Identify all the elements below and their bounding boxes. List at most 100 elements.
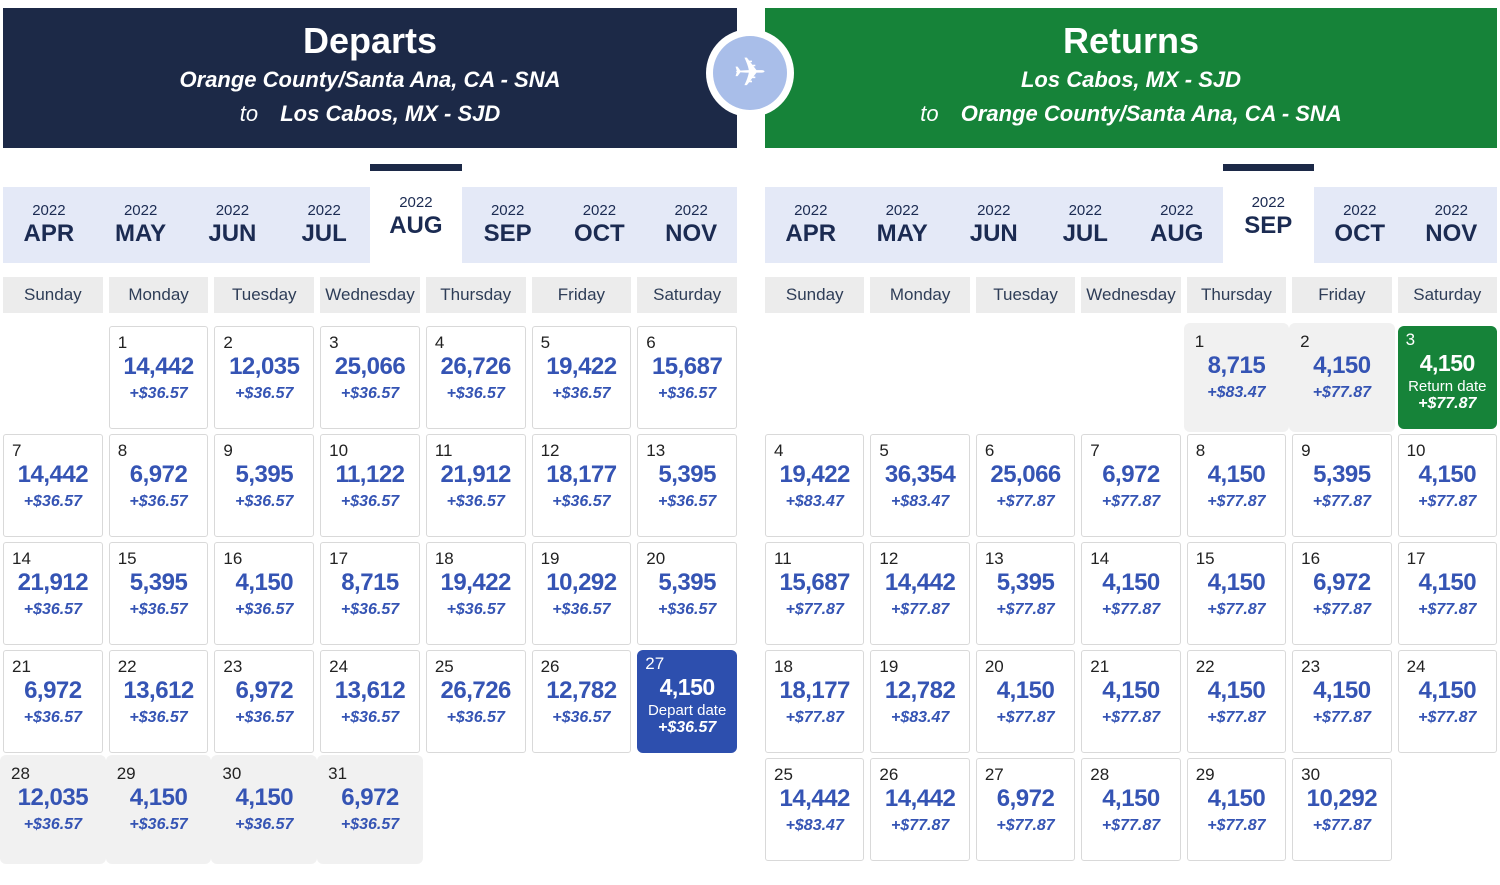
return-selected-cell[interactable]: 3 4,150 Return date +$77.87 — [1397, 326, 1497, 429]
day-cell-sep-11[interactable]: 11 15,687 +$77.87 — [765, 542, 865, 645]
day-cell-sep-15[interactable]: 15 4,150 +$77.87 — [1186, 542, 1287, 645]
day-cell-aug-22[interactable]: 22 13,612 +$36.57 — [108, 650, 209, 753]
day-cell-sep-8[interactable]: 8 4,150 +$77.87 — [1186, 434, 1287, 537]
day-cell-sep-27[interactable]: 27 6,972 +$77.87 — [975, 758, 1076, 861]
points-value: 4,150 — [235, 569, 294, 597]
day-cell-aug-18[interactable]: 18 19,422 +$36.57 — [425, 542, 526, 645]
day-number: 17 — [329, 549, 349, 568]
day-cell-aug-4[interactable]: 4 26,726 +$36.57 — [425, 326, 526, 429]
day-cell-aug-25[interactable]: 25 26,726 +$36.57 — [425, 650, 526, 753]
day-number: 18 — [774, 657, 793, 676]
day-cell-aug-13[interactable]: 13 5,395 +$36.57 — [637, 434, 737, 537]
day-cell-aug-7[interactable]: 7 14,442 +$36.57 — [3, 434, 103, 537]
day-cell-sep-19[interactable]: 19 12,782 +$83.47 — [870, 650, 970, 753]
day-cell-aug-21[interactable]: 21 6,972 +$36.57 — [3, 650, 103, 753]
day-cell-sep-10[interactable]: 10 4,150 +$77.87 — [1397, 434, 1497, 537]
day-cell-sep-21[interactable]: 21 4,150 +$77.87 — [1081, 650, 1181, 753]
day-cell-aug-5[interactable]: 5 19,422 +$36.57 — [531, 326, 632, 429]
day-cell-sep-24[interactable]: 24 4,150 +$77.87 — [1397, 650, 1497, 753]
taxes-fees-value: +$36.57 — [235, 816, 294, 834]
tab-jul-2022[interactable]: 2022 JUL — [278, 187, 370, 263]
day-number: 22 — [117, 657, 137, 676]
day-cell-aug-24[interactable]: 24 13,612 +$36.57 — [320, 650, 420, 753]
day-cell-aug-10[interactable]: 10 11,122 +$36.57 — [320, 434, 420, 537]
day-cell-sep-12[interactable]: 12 14,442 +$77.87 — [870, 542, 970, 645]
day-number: 15 — [1195, 549, 1215, 568]
taxes-fees-value: +$36.57 — [446, 493, 505, 511]
day-cell-aug-12[interactable]: 12 18,177 +$36.57 — [531, 434, 632, 537]
points-value: 25,066 — [334, 353, 406, 381]
day-cell-sep-20[interactable]: 20 4,150 +$77.87 — [975, 650, 1076, 753]
tab-jul-2022[interactable]: 2022 JUL — [1039, 187, 1131, 263]
day-cell-sep-2[interactable]: 2 4,150 +$77.87 — [1292, 326, 1392, 429]
day-cell-sep-17[interactable]: 17 4,150 +$77.87 — [1397, 542, 1497, 645]
day-cell-sep-5[interactable]: 5 36,354 +$83.47 — [870, 434, 970, 537]
return-destination-line: to Orange County/Santa Ana, CA - SNA — [765, 100, 1497, 129]
day-cell-sep-23[interactable]: 23 4,150 +$77.87 — [1292, 650, 1392, 753]
day-cell-sep-1[interactable]: 1 8,715 +$83.47 — [1186, 326, 1287, 429]
day-cell-aug-28[interactable]: 28 12,035 +$36.57 — [3, 758, 103, 861]
tab-nov-2022[interactable]: 2022 NOV — [1405, 187, 1497, 263]
day-cell-aug-3[interactable]: 3 25,066 +$36.57 — [320, 326, 420, 429]
day-number: 26 — [540, 657, 560, 676]
tab-apr-2022[interactable]: 2022 APR — [3, 187, 95, 263]
day-cell-sep-16[interactable]: 16 6,972 +$77.87 — [1292, 542, 1392, 645]
tab-aug-2022[interactable]: 2022 AUG — [1131, 187, 1223, 263]
points-value: 4,150 — [1418, 569, 1477, 597]
dow-tuesday: Tuesday — [975, 277, 1076, 313]
day-cell-sep-4[interactable]: 4 19,422 +$83.47 — [765, 434, 865, 537]
day-cell-sep-30[interactable]: 30 10,292 +$77.87 — [1292, 758, 1392, 861]
day-cell-aug-15[interactable]: 15 5,395 +$36.57 — [108, 542, 209, 645]
day-number: 19 — [879, 657, 899, 676]
day-cell-sep-7[interactable]: 7 6,972 +$77.87 — [1081, 434, 1181, 537]
day-cell-sep-25[interactable]: 25 14,442 +$83.47 — [765, 758, 865, 861]
tab-may-2022[interactable]: 2022 MAY — [856, 187, 948, 263]
day-cell-aug-19[interactable]: 19 10,292 +$36.57 — [531, 542, 632, 645]
day-cell-aug-30[interactable]: 30 4,150 +$36.57 — [214, 758, 315, 861]
tab-sep-2022[interactable]: 2022 SEP — [461, 187, 554, 263]
day-cell-aug-20[interactable]: 20 5,395 +$36.57 — [637, 542, 737, 645]
tab-apr-2022[interactable]: 2022 APR — [765, 187, 857, 263]
taxes-fees-value: +$36.57 — [552, 709, 611, 727]
tab-oct-2022[interactable]: 2022 OCT — [553, 187, 646, 263]
day-cell-sep-29[interactable]: 29 4,150 +$77.87 — [1186, 758, 1287, 861]
tab-sep-2022[interactable]: 2022 SEP — [1222, 164, 1314, 263]
day-cell-aug-9[interactable]: 9 5,395 +$36.57 — [214, 434, 315, 537]
day-number: 28 — [1090, 765, 1110, 784]
day-cell-aug-6[interactable]: 6 15,687 +$36.57 — [637, 326, 737, 429]
tab-jun-2022[interactable]: 2022 JUN — [948, 187, 1040, 263]
day-cell-sep-6[interactable]: 6 25,066 +$77.87 — [975, 434, 1076, 537]
empty-cell — [1081, 326, 1180, 429]
day-cell-aug-8[interactable]: 8 6,972 +$36.57 — [108, 434, 209, 537]
day-cell-aug-16[interactable]: 16 4,150 +$36.57 — [214, 542, 315, 645]
taxes-fees-value: +$77.87 — [1101, 493, 1161, 511]
day-cell-aug-2[interactable]: 2 12,035 +$36.57 — [214, 326, 315, 429]
day-cell-aug-23[interactable]: 23 6,972 +$36.57 — [214, 650, 315, 753]
tab-jun-2022[interactable]: 2022 JUN — [186, 187, 279, 263]
tab-aug-2022[interactable]: 2022 AUG — [370, 164, 462, 263]
day-cell-aug-17[interactable]: 17 8,715 +$36.57 — [320, 542, 420, 645]
day-cell-aug-14[interactable]: 14 21,912 +$36.57 — [3, 542, 103, 645]
tab-may-2022[interactable]: 2022 MAY — [94, 187, 187, 263]
day-cell-aug-31[interactable]: 31 6,972 +$36.57 — [320, 758, 420, 861]
taxes-fees-value: +$77.87 — [1207, 817, 1266, 835]
day-cell-aug-1[interactable]: 1 14,442 +$36.57 — [108, 326, 209, 429]
points-value: 4,150 — [1313, 352, 1371, 380]
day-cell-sep-14[interactable]: 14 4,150 +$77.87 — [1081, 542, 1181, 645]
day-cell-sep-22[interactable]: 22 4,150 +$77.87 — [1186, 650, 1287, 753]
day-cell-aug-11[interactable]: 11 21,912 +$36.57 — [425, 434, 526, 537]
depart-selected-cell[interactable]: 27 4,150 Depart date +$36.57 — [637, 650, 737, 753]
day-number: 20 — [646, 549, 666, 568]
day-cell-sep-9[interactable]: 9 5,395 +$77.87 — [1292, 434, 1392, 537]
tab-oct-2022[interactable]: 2022 OCT — [1314, 187, 1406, 263]
day-cell-sep-28[interactable]: 28 4,150 +$77.87 — [1081, 758, 1181, 861]
tab-nov-2022[interactable]: 2022 NOV — [645, 187, 737, 263]
taxes-fees-value: +$77.87 — [785, 601, 844, 619]
points-value: 6,972 — [996, 785, 1055, 813]
depart-header: Departs Orange County/Santa Ana, CA - SN… — [3, 8, 737, 148]
day-cell-sep-18[interactable]: 18 18,177 +$77.87 — [765, 650, 865, 753]
day-cell-aug-29[interactable]: 29 4,150 +$36.57 — [108, 758, 209, 861]
day-cell-sep-26[interactable]: 26 14,442 +$77.87 — [870, 758, 970, 861]
day-cell-sep-13[interactable]: 13 5,395 +$77.87 — [975, 542, 1076, 645]
day-cell-aug-26[interactable]: 26 12,782 +$36.57 — [531, 650, 632, 753]
